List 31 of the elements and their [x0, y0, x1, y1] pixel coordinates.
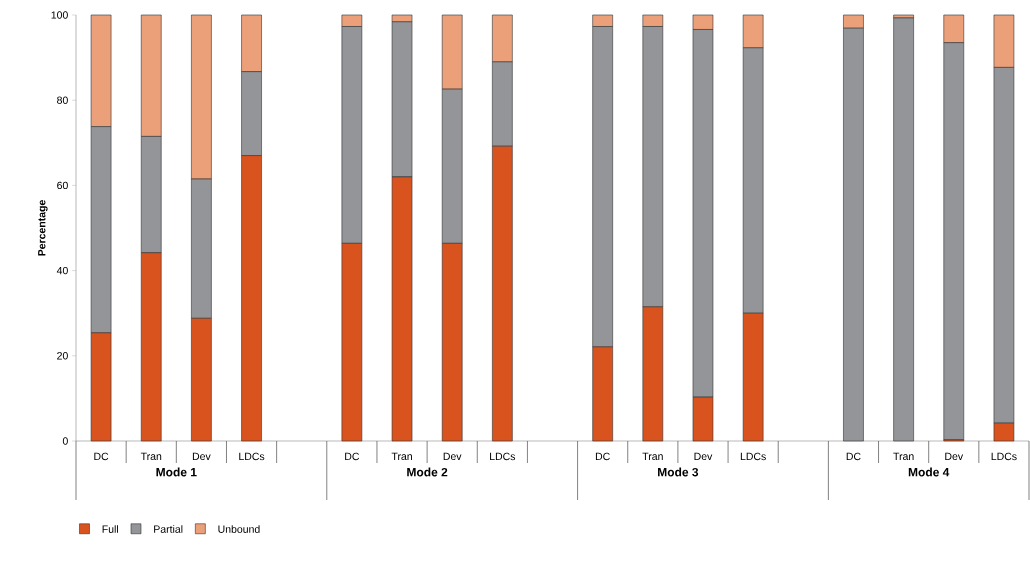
legend-label: Partial	[154, 525, 183, 533]
x-tick-label: DC	[345, 452, 360, 461]
x-tick-label: LDCs	[490, 452, 516, 461]
x-tick-label: Dev	[192, 452, 211, 461]
text: Mode 4	[908, 467, 950, 477]
x-tick-label: Tran	[642, 452, 663, 461]
legend-label: Unbound	[218, 525, 260, 533]
x-tick-label: LDCs	[991, 452, 1017, 461]
legend-label: Full	[102, 525, 118, 533]
x-tick-label: Tran	[140, 452, 162, 461]
text: Mode 2	[407, 467, 448, 477]
x-tick-label: Tran	[391, 452, 412, 461]
x-tick-label: Dev	[945, 452, 964, 461]
y-tick-label: 60	[57, 181, 68, 190]
x-tick-label: LDCs	[740, 452, 766, 461]
bar	[893, 17, 914, 442]
x-tick-label: LDCs	[239, 452, 265, 461]
y-tick-label: 80	[57, 96, 68, 104]
y-tick-label: 20	[57, 352, 68, 360]
x-tick-label: Tran	[893, 452, 914, 461]
y-tick-label: 100	[51, 11, 68, 19]
x-tick-label: DC	[595, 452, 610, 461]
x-tick-label: Dev	[694, 452, 713, 461]
text: Mode 1	[156, 467, 197, 477]
y-tick-label: 40	[56, 266, 68, 275]
x-tick-label: DC	[846, 452, 861, 461]
y-axis-title: Percentage	[38, 200, 48, 256]
y-tick-label: 0	[62, 437, 68, 445]
x-tick-label: Dev	[443, 452, 462, 461]
text: Mode 3	[658, 467, 699, 477]
x-tick-label: DC	[94, 452, 109, 461]
